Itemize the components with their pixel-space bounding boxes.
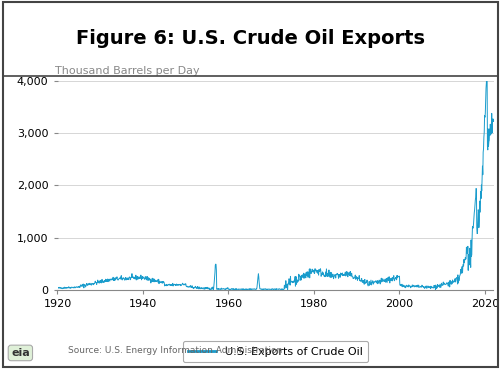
Legend: U.S. Exports of Crude Oil: U.S. Exports of Crude Oil	[182, 341, 368, 362]
Text: eia: eia	[11, 348, 30, 358]
Text: Source: U.S. Energy Information Administration: Source: U.S. Energy Information Administ…	[68, 346, 282, 355]
Text: Figure 6: U.S. Crude Oil Exports: Figure 6: U.S. Crude Oil Exports	[76, 29, 424, 48]
Text: Thousand Barrels per Day: Thousand Barrels per Day	[56, 66, 200, 76]
